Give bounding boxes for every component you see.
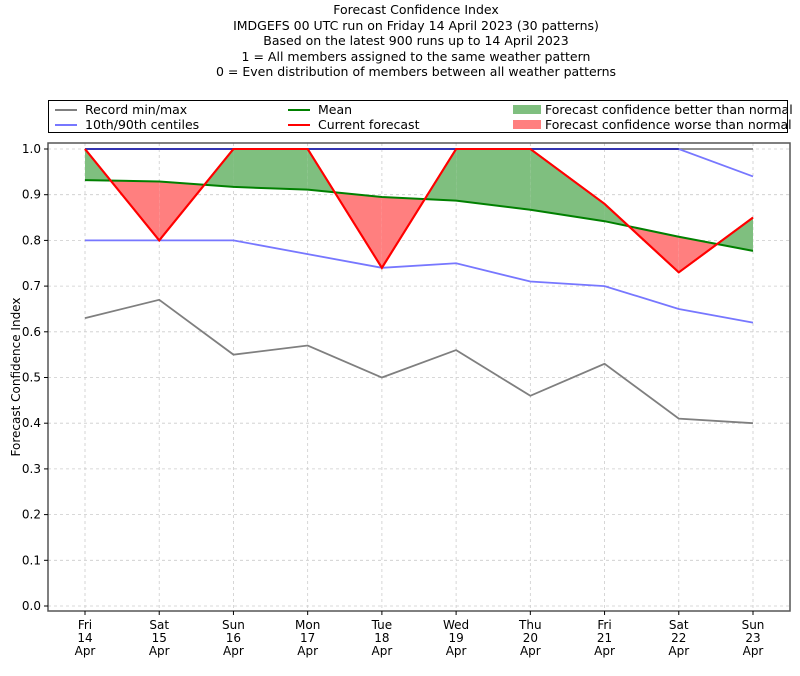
y-axis: 0.0 0.1 0.2 0.3 0.4 0.5 0.6 0.7 0.8 0.9 1.0 (22, 142, 48, 613)
x-tick-day: Fri (78, 618, 92, 632)
chart-title: Forecast Confidence Index IMDGEFS 00 UTC… (0, 2, 800, 80)
y-tick-label: 0.8 (22, 233, 41, 247)
x-tick-month: Apr (743, 644, 764, 658)
x-tick-month: Apr (446, 644, 467, 658)
x-tick-date: 19 (448, 631, 463, 645)
x-tick-date: 14 (77, 631, 92, 645)
title-line-4: 1 = All members assigned to the same wea… (241, 48, 591, 64)
y-tick-label: 0.0 (22, 599, 41, 613)
x-tick-date: 21 (597, 631, 612, 645)
x-tick-month: Apr (594, 644, 615, 658)
x-tick-date: 22 (671, 631, 686, 645)
x-tick-month: Apr (149, 644, 170, 658)
x-tick-day: Thu (518, 618, 542, 632)
x-tick-date: 20 (523, 631, 538, 645)
y-tick-label: 0.9 (22, 188, 41, 202)
y-tick-label: 0.5 (22, 371, 41, 385)
legend-item-centiles: 10th/90th centiles (55, 117, 199, 132)
series-record-min (84, 298, 754, 425)
legend-swatch-worse (513, 120, 541, 129)
legend-swatch-better (513, 105, 541, 114)
x-tick-date: 23 (745, 631, 760, 645)
title-line-5: 0 = Even distribution of members between… (215, 64, 617, 80)
series-lines (84, 148, 754, 425)
legend-label-record: Record min/max (85, 102, 188, 117)
x-tick-month: Apr (668, 644, 689, 658)
x-tick-month: Apr (520, 644, 541, 658)
y-tick-label: 0.7 (22, 279, 41, 293)
x-tick-day: Sun (222, 618, 245, 632)
legend-item-mean: Mean (288, 102, 352, 117)
x-tick-day: Sat (669, 618, 689, 632)
y-tick-label: 0.6 (22, 325, 41, 339)
series-10th-centile (85, 239, 754, 324)
x-tick-date: 18 (374, 631, 389, 645)
legend-swatch-current (288, 123, 310, 126)
x-tick-month: Apr (372, 644, 393, 658)
x-tick-date: 15 (152, 631, 167, 645)
legend-item-better: Forecast confidence better than normal (513, 102, 793, 117)
x-tick-day: Fri (597, 618, 611, 632)
legend-item-record: Record min/max (55, 102, 187, 117)
x-tick-month: Apr (223, 644, 244, 658)
fill-better-9 (456, 149, 531, 210)
legend-swatch-mean (288, 108, 310, 111)
series-90th-centile (85, 148, 754, 178)
legend-item-worse: Forecast confidence worse than normal (513, 117, 792, 132)
x-tick-date: 16 (226, 631, 241, 645)
legend-swatch-record (55, 108, 77, 111)
fill-better-10 (530, 149, 605, 222)
x-tick-day: Wed (443, 618, 469, 632)
legend-label-mean: Mean (318, 102, 353, 117)
legend-swatch-centiles (55, 123, 77, 126)
y-tick-label: 0.2 (22, 508, 41, 522)
legend-item-current: Current forecast (288, 117, 419, 132)
y-axis-label: Forecast Confidence Index (9, 298, 23, 457)
legend-label-current: Current forecast (318, 117, 420, 132)
y-tick-label: 0.4 (22, 416, 41, 430)
fill-worse-13 (678, 236, 718, 273)
y-tick-label: 0.3 (22, 462, 41, 476)
series-current-forecast-top (84, 148, 754, 274)
title-line-3: Based on the latest 900 runs up to 14 Ap… (263, 33, 569, 49)
y-tick-label: 0.1 (22, 553, 41, 567)
title-line-2: IMDGEFS 00 UTC run on Friday 14 April 20… (233, 17, 599, 33)
x-tick-day: Tue (371, 618, 393, 632)
x-tick-day: Sat (149, 618, 169, 632)
legend-label-centiles: 10th/90th centiles (85, 117, 200, 132)
series-current-forecast (84, 148, 754, 274)
fill-better-14 (717, 217, 753, 251)
series-mean (84, 179, 754, 252)
legend-label-worse: Forecast confidence worse than normal (545, 117, 792, 132)
confidence-fills (85, 149, 753, 273)
x-tick-date: 17 (300, 631, 315, 645)
x-axis: Fri14AprSat15AprSun16AprMon17AprTue18Apr… (75, 611, 765, 658)
legend: Record min/max 10th/90th centiles Mean C… (48, 100, 793, 133)
title-line-1: Forecast Confidence Index (333, 2, 499, 17)
y-tick-label: 1.0 (22, 142, 41, 156)
fill-better-4 (233, 149, 308, 190)
legend-label-better: Forecast confidence better than normal (545, 102, 793, 117)
x-tick-month: Apr (75, 644, 96, 658)
x-tick-day: Sun (742, 618, 765, 632)
x-tick-day: Mon (295, 618, 320, 632)
x-tick-month: Apr (297, 644, 318, 658)
